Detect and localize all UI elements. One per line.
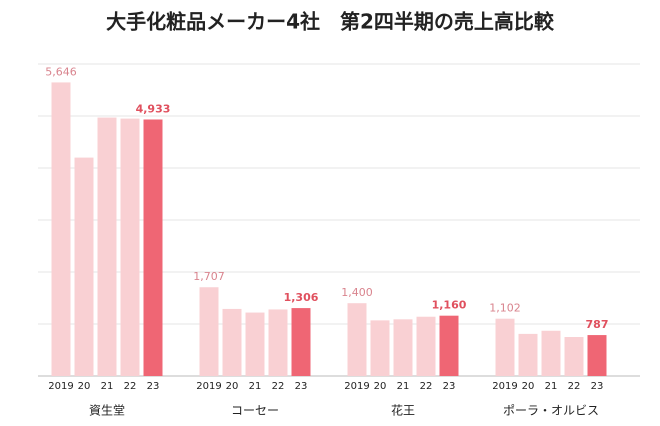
category-label: コーセー <box>231 404 279 418</box>
bar <box>495 318 515 376</box>
year-label: 2019 <box>196 381 221 392</box>
year-label: 20 <box>226 381 239 392</box>
year-label: 22 <box>272 381 285 392</box>
bar <box>268 309 288 376</box>
bar <box>291 308 311 376</box>
category-label: 花王 <box>391 403 415 418</box>
bar <box>74 157 94 376</box>
bar <box>518 333 538 376</box>
value-label: 4,933 <box>136 102 171 115</box>
bar <box>587 335 607 376</box>
year-label: 20 <box>522 381 535 392</box>
chart-title: 大手化粧品メーカー4社 第2四半期の売上高比較 <box>106 10 555 34</box>
bar <box>245 312 265 376</box>
bar <box>370 320 390 376</box>
year-label: 21 <box>545 381 558 392</box>
year-label: 22 <box>420 381 433 392</box>
year-label: 23 <box>147 381 160 392</box>
category-label: 資生堂 <box>89 404 125 418</box>
year-label: 2019 <box>492 381 517 392</box>
bar <box>393 319 413 376</box>
value-label: 1,102 <box>489 302 521 315</box>
year-label: 22 <box>568 381 581 392</box>
year-label: 21 <box>101 381 114 392</box>
year-label: 2019 <box>48 381 73 392</box>
value-label: 1,160 <box>432 299 467 312</box>
bar <box>97 117 117 376</box>
bar <box>199 287 219 376</box>
bar <box>120 118 140 376</box>
value-label: 1,306 <box>284 291 319 304</box>
bar <box>347 303 367 376</box>
year-label: 23 <box>443 381 456 392</box>
year-label: 20 <box>78 381 91 392</box>
bar <box>51 82 71 377</box>
bar <box>564 337 584 376</box>
value-label: 787 <box>586 318 609 331</box>
category-label: ポーラ・オルビス <box>503 404 599 418</box>
bar <box>143 119 163 376</box>
year-label: 20 <box>374 381 387 392</box>
year-label: 23 <box>591 381 604 392</box>
bar <box>222 308 242 376</box>
bar <box>439 315 459 376</box>
bar <box>416 316 436 376</box>
year-label: 21 <box>249 381 262 392</box>
year-label: 23 <box>295 381 308 392</box>
year-label: 22 <box>124 381 137 392</box>
year-label: 2019 <box>344 381 369 392</box>
value-label: 1,707 <box>193 270 225 283</box>
year-label: 21 <box>397 381 410 392</box>
bar <box>541 330 561 376</box>
value-label: 5,646 <box>45 65 77 78</box>
value-label: 1,400 <box>341 286 373 299</box>
